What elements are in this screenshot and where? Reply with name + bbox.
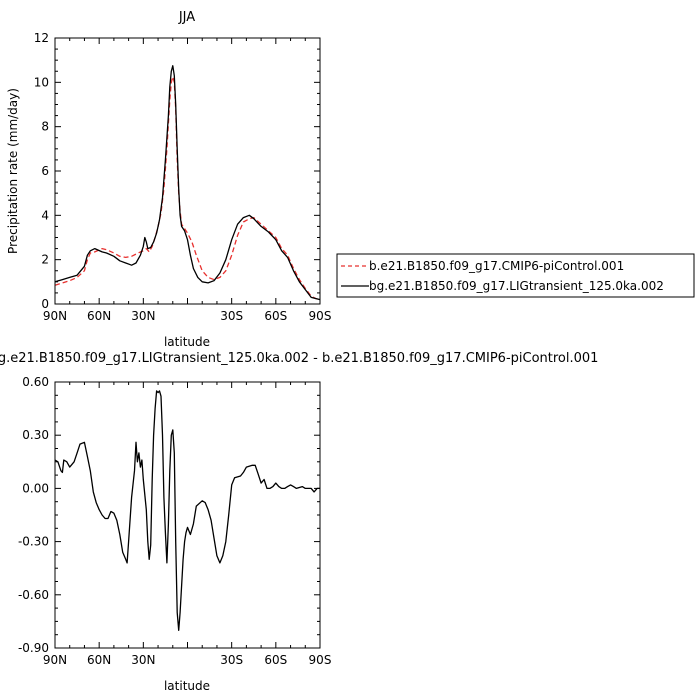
panel1-ylabel: Precipitation rate (mm/day) <box>6 88 20 254</box>
p1-xtick-label: 90S <box>309 309 332 323</box>
p1-xtick-label: 30S <box>220 309 243 323</box>
p2-xtick-label: 90N <box>43 653 67 667</box>
p1-ytick-label: 2 <box>41 253 49 267</box>
p1-ytick-label: 4 <box>41 208 49 222</box>
legend: b.e21.B1850.f09_g17.CMIP6-piControl.001 … <box>336 253 695 298</box>
p2-ytick-label: -0.30 <box>18 535 49 549</box>
p1-xtick-label: 60S <box>264 309 287 323</box>
p1-ytick-label: 10 <box>34 75 49 89</box>
p1-xtick-label: 30N <box>131 309 155 323</box>
p2-ytick-label: 0.00 <box>22 481 49 495</box>
p1-series-line-1 <box>54 65 321 301</box>
panel1-frame <box>54 37 321 305</box>
p1-ytick-label: 8 <box>41 120 49 134</box>
panel2-xlabel: latitude <box>164 679 210 693</box>
precip-panel: JJA 90N 60N 30N 30S 60S 90S 0 2 4 6 8 10 12 latitude… <box>6 10 695 349</box>
p1-xtick-label: 60N <box>87 309 111 323</box>
p1-ytick-label: 0 <box>41 297 49 311</box>
p1-xtick-label: 90N <box>43 309 67 323</box>
legend-box <box>336 253 695 298</box>
panel1-xlabel: latitude <box>164 335 210 349</box>
p2-series-line-0 <box>54 390 320 631</box>
legend-label-control: b.e21.B1850.f09_g17.CMIP6-piControl.001 <box>369 259 624 273</box>
p1-series-line-0 <box>54 76 321 301</box>
panel1-title: JJA <box>178 10 195 25</box>
p2-xtick-label: 90S <box>309 653 332 667</box>
p2-ytick-label: -0.90 <box>18 641 49 655</box>
p2-xtick-label: 30S <box>220 653 243 667</box>
p2-ytick-label: -0.60 <box>18 588 49 602</box>
difference-panel: bg.e21.B1850.f09_g17.LIGtransient_125.0k… <box>0 351 598 693</box>
panel2-frame <box>54 381 321 649</box>
legend-label-lig: bg.e21.B1850.f09_g17.LIGtransient_125.0k… <box>369 279 664 293</box>
p2-ytick-label: 0.30 <box>22 428 49 442</box>
p2-xtick-label: 60N <box>87 653 111 667</box>
panel2-title: bg.e21.B1850.f09_g17.LIGtransient_125.0k… <box>0 351 598 366</box>
p2-xtick-label: 60S <box>264 653 287 667</box>
p1-ytick-label: 6 <box>41 164 49 178</box>
p2-ytick-label: 0.60 <box>22 375 49 389</box>
p1-ytick-label: 12 <box>34 31 49 45</box>
p2-xtick-label: 30N <box>131 653 155 667</box>
